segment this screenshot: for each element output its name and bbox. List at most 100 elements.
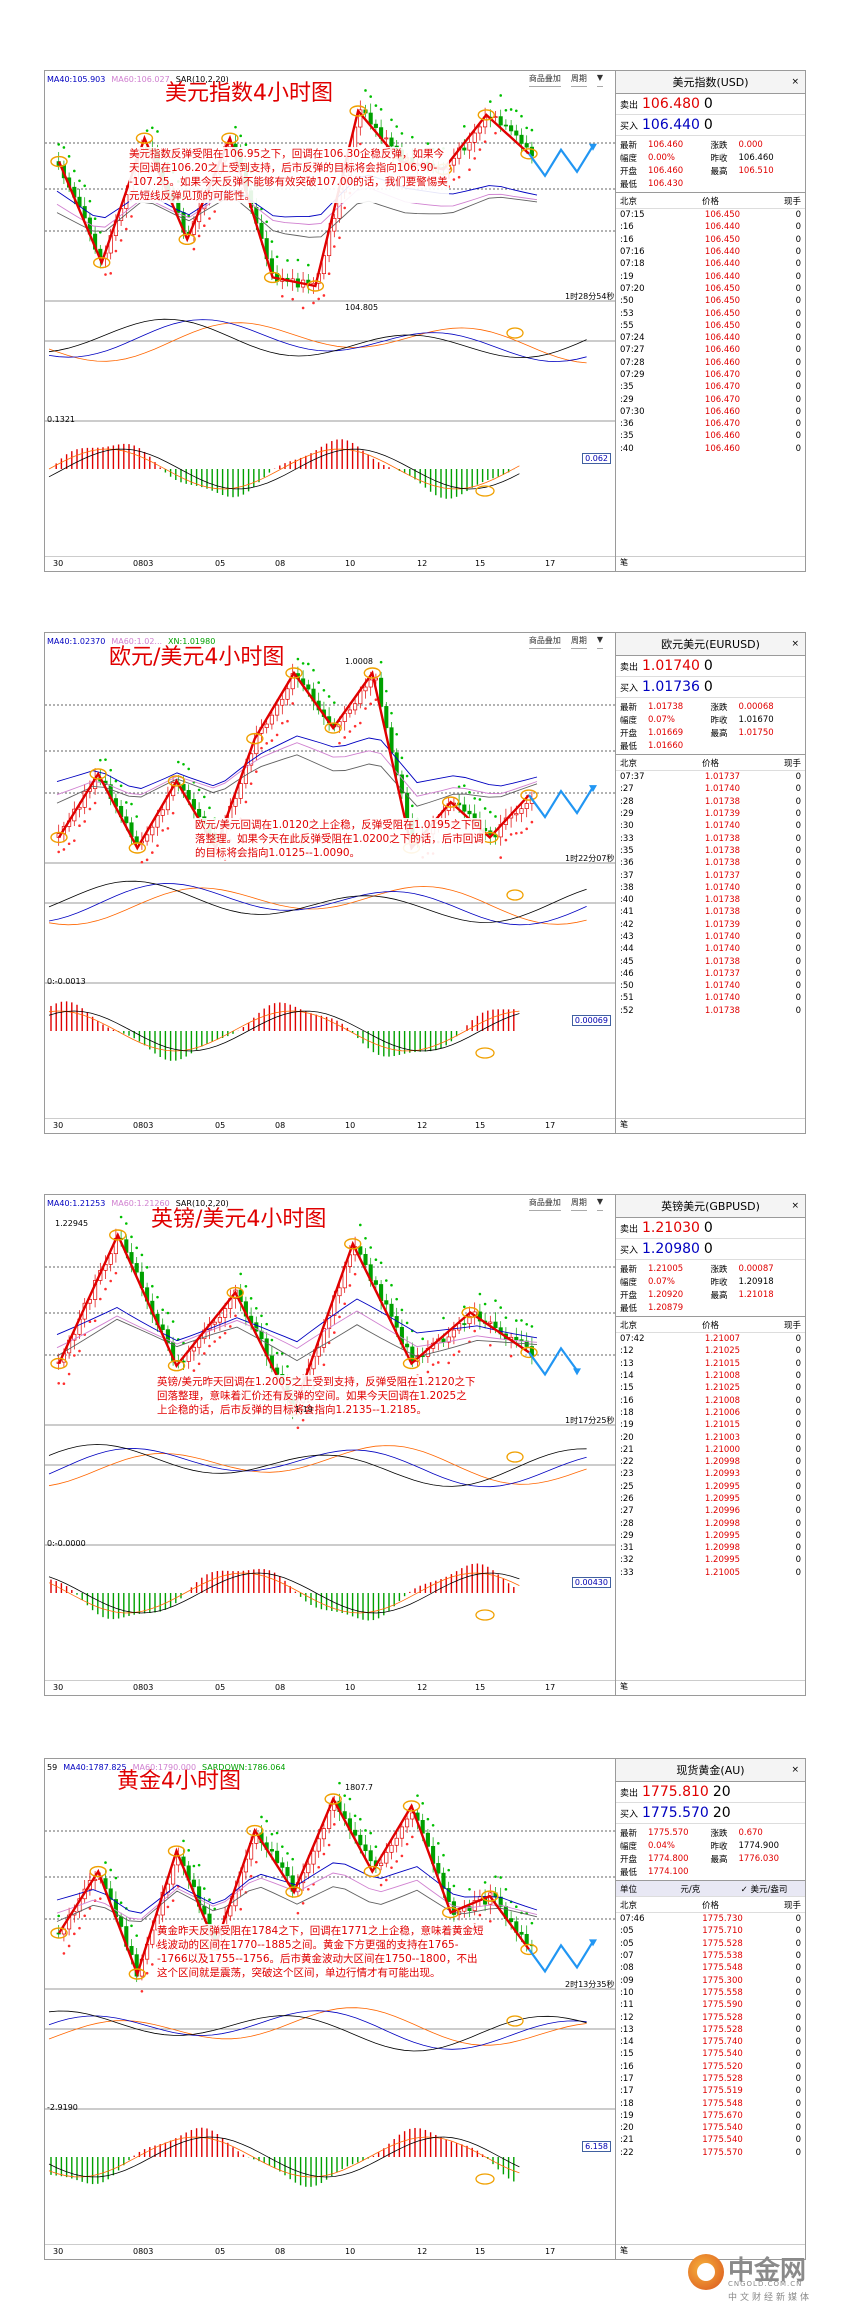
sar-dot (156, 1295, 159, 1299)
close-icon[interactable]: × (791, 77, 799, 87)
tick-time: :17 (620, 2074, 634, 2084)
sar-dot (525, 827, 528, 831)
forecast-arrowhead (573, 1368, 581, 1376)
tick-time: :10 (620, 1987, 634, 1998)
date-tick: 17 (545, 1683, 556, 1692)
tick-price: 1.01740 (704, 784, 741, 795)
toolbar-button[interactable]: 周期 (570, 635, 587, 649)
tick-row: 07:29 106.470 0 (616, 369, 805, 381)
chart-area[interactable]: 59 MA40:1787.825 MA60:1790.000 SARDOWN:1786… (45, 1759, 616, 2259)
tick-time: :29 (620, 1530, 634, 1541)
tick-row: :33 1.21005 0 (616, 1567, 805, 1579)
tick-time: :31 (620, 1543, 634, 1554)
toolbar-button[interactable]: 周期 (570, 73, 587, 87)
chart-area[interactable]: MA40:1.02370 MA60:1.02... XN:1.01980 商品叠加 周期… (45, 633, 616, 1133)
tick-volume: 0 (795, 1494, 801, 1504)
sar-dot (255, 770, 258, 773)
tick-row: :17 1775.528 0 (616, 2073, 805, 2085)
sell-row: 卖出 1775.810 20 (616, 1782, 805, 1803)
candle (384, 1300, 389, 1305)
tick-price: 1.21000 (704, 1444, 741, 1455)
candle (275, 1850, 280, 1864)
sar-dot (78, 179, 81, 183)
sar-dot (67, 1944, 71, 1948)
toolbar-button[interactable]: 周期 (570, 1197, 587, 1211)
stat-row: 幅度 0.07% 昨收 1.01670 (620, 713, 801, 726)
close-icon[interactable]: × (791, 1765, 799, 1775)
toolbar-button[interactable]: 商品叠加 (528, 73, 561, 87)
sar-dot (239, 1907, 242, 1911)
sar-dot (208, 806, 211, 810)
candle (264, 723, 269, 728)
sar-dot (203, 224, 206, 228)
candle (217, 1317, 222, 1323)
candle (358, 1246, 363, 1255)
sar-dot (260, 1815, 263, 1819)
tick-price: 1.21006 (704, 1407, 741, 1418)
tick-time: :45 (620, 956, 634, 967)
tick-row: :12 1775.528 0 (616, 2011, 805, 2023)
bar-countdown: 2时13分35秒 (565, 1980, 615, 1989)
unit-option[interactable]: ✓ 美元/盎司 (740, 1884, 788, 1895)
buy-row: 买入 1.01736 0 (616, 677, 805, 698)
tick-time: 07:15 (620, 210, 645, 221)
tick-list[interactable]: 07:46 1775.730 0:05 1775.710 0:05 1775.528 0:0… (616, 1913, 805, 2159)
chart-panel-eur: MA40:1.02370 MA60:1.02... XN:1.01980 商品叠加 周期… (44, 632, 806, 1134)
sar-dot (364, 1829, 367, 1832)
toolbar-button[interactable]: 商品叠加 (528, 1197, 561, 1211)
candle (467, 810, 472, 815)
unit-selector[interactable]: 单位 元/克 ✓ 美元/盎司 (616, 1881, 805, 1897)
tick-row: :10 1775.558 0 (616, 1987, 805, 1999)
tick-time: :20 (620, 2123, 634, 2134)
stat-value: 1.01669 (648, 727, 684, 738)
tick-price: 1775.540 (702, 2049, 743, 2060)
tick-list[interactable]: 07:37 1.01737 0:27 1.01740 0:28 1.01738 0:29 1.… (616, 771, 805, 1017)
tick-row: :55 106.450 0 (616, 320, 805, 332)
sar-dot (114, 779, 118, 783)
chart-area[interactable]: MA40:105.903 MA60:106.027 SAR(10,2,20) 商品叠加… (45, 71, 616, 571)
candle (446, 1888, 451, 1903)
tick-volume: 0 (795, 271, 801, 282)
tick-price: 1.20995 (704, 1494, 741, 1504)
tick-price: 1.01737 (704, 772, 741, 783)
toolbar-button[interactable]: ▼ (596, 73, 603, 87)
sar-dot (208, 1344, 211, 1348)
chart-title: 黄金4小时图 (117, 1769, 241, 1794)
tick-header-cell: 北京 (620, 1900, 638, 1911)
sar-dot (369, 95, 373, 98)
unit-option[interactable]: 元/克 (680, 1884, 701, 1895)
toolbar-button[interactable]: ▼ (596, 1197, 603, 1211)
sar-dot (343, 206, 347, 210)
chart-area[interactable]: MA40:1.21253 MA60:1.21260 SAR(10,2,20) 商品叠加… (45, 1195, 616, 1695)
instrument-name: 美元指数(USD) (672, 76, 749, 89)
sar-dot (442, 1316, 445, 1320)
tick-price: 1.20996 (704, 1506, 741, 1517)
tick-volume: 0 (795, 2049, 801, 2060)
indicator-value: MA60:1.21260 (111, 1199, 170, 1208)
sar-dot (203, 1887, 206, 1890)
sar-dot (348, 1797, 352, 1801)
tick-price: 1.01737 (704, 870, 741, 881)
tick-list[interactable]: 07:15 106.450 0:16 106.440 0:16 106.450 0 07:16… (616, 209, 805, 455)
close-icon[interactable]: × (791, 1201, 799, 1211)
tick-list[interactable]: 07:42 1.21007 0:12 1.21025 0:13 1.21015 0:14 1.… (616, 1333, 805, 1579)
tick-price: 106.470 (704, 370, 741, 380)
sar-dot (166, 1905, 170, 1909)
unit-option[interactable]: 单位 (620, 1884, 638, 1895)
swing-circle (402, 1357, 421, 1370)
tick-row: :14 1775.740 0 (616, 2036, 805, 2048)
candle (145, 834, 150, 842)
tick-volume: 0 (795, 283, 801, 294)
candle (472, 1900, 477, 1911)
candle (399, 1826, 404, 1839)
toolbar-button[interactable]: 商品叠加 (528, 635, 561, 649)
tick-volume: 0 (795, 210, 801, 221)
sar-dot (411, 804, 414, 808)
date-tick: 0803 (133, 559, 154, 568)
sell-price: 1.21030 (642, 1220, 700, 1236)
tick-time: :22 (620, 1457, 634, 1468)
close-icon[interactable]: × (791, 639, 799, 649)
stat-row: 最新 1.01738 涨跌 0.00068 (620, 700, 801, 713)
stat-row: 最新 1.21005 涨跌 0.00087 (620, 1262, 801, 1275)
toolbar-button[interactable]: ▼ (596, 635, 603, 649)
